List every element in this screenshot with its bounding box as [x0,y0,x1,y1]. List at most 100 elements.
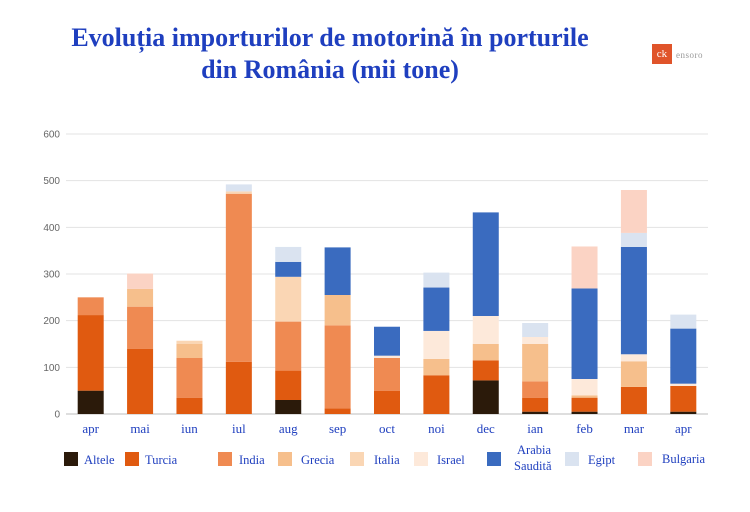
bar-segment [670,386,697,412]
x-tick-label: iun [181,421,198,436]
bar-segment [324,408,351,414]
bar-segment [522,411,549,414]
chart-title-line1: Evoluția importurilor de motorină în por… [71,23,589,52]
bar-segment [670,314,697,329]
legend-label-egipt: Egipt [588,453,616,467]
chart-title-line2: din România (mii tone) [201,55,459,84]
y-axis-ticks: 0 100 200 300 400 500 600 [43,130,60,421]
x-tick-label: aug [279,421,298,436]
bar-segment [620,361,647,387]
legend: Altele Turcia India Grecia Italia Israel… [64,443,705,473]
x-tick-label: sep [329,421,346,436]
legend-label-turcia: Turcia [145,453,178,467]
legend-swatch-israel [414,452,428,466]
bar-segment [77,297,104,316]
bar-segment [127,306,154,349]
bar-segment [571,288,598,379]
logo-mark: ck [652,44,672,64]
x-tick-label: apr [675,421,692,436]
bar-segment [472,344,499,361]
bar-segment [522,381,549,398]
legend-label-grecia: Grecia [301,453,335,467]
y-tick-label: 500 [43,176,60,187]
bar-segment [176,344,203,358]
bar-segment [374,355,400,358]
bar-segment [571,246,598,289]
bar-segment [225,361,252,414]
legend-swatch-grecia [278,452,292,466]
bar-segment [127,273,154,289]
bar-segment [423,375,450,414]
bar-segment [176,340,203,344]
legend-swatch-india [218,452,232,466]
bar-segment [522,337,549,344]
bar-segment [472,212,499,316]
bar-segment [620,386,647,414]
x-tick-label: ian [527,421,543,436]
x-axis-ticks: apr mai iun iul aug sep oct noi dec ian feb mar apr [82,421,692,436]
y-tick-label: 0 [54,410,60,421]
y-tick-label: 600 [43,130,60,141]
legend-label-altele: Altele [84,453,115,467]
bar-segment [620,232,647,247]
bar-segment [522,397,549,412]
bar-segment [472,360,499,381]
bar-segment [275,400,302,414]
legend-label-arabia-line1: Arabia [517,443,551,457]
bar-segment [176,358,203,398]
bar-segment [571,379,598,396]
bar-segment [522,323,549,337]
bar-segment [423,272,450,288]
legend-label-india: India [239,453,265,467]
bar-segment [77,315,104,391]
legend-swatch-arabia-saudita [487,452,501,466]
bar-segment [620,190,647,233]
bar-segment [670,411,697,414]
y-tick-label: 300 [43,270,60,281]
bar-segment [275,246,302,262]
bar-segment [275,276,302,322]
bar-segment [225,184,252,192]
bar-segment [324,247,351,295]
bar-segment [225,193,252,362]
x-tick-label: feb [576,421,593,436]
bar-segment [472,316,499,344]
bar-segment [620,246,647,355]
bar-segment [670,328,697,384]
x-tick-label: apr [82,421,99,436]
bar-segment [571,411,598,414]
bar-segment [176,397,203,414]
y-tick-label: 100 [43,363,60,374]
x-tick-label: oct [379,421,395,436]
x-tick-label: iul [232,421,246,436]
legend-label-israel: Israel [437,453,465,467]
bar-segment [571,395,598,398]
x-tick-label: mai [130,421,150,436]
bar-segment [225,191,252,194]
bar-segment [522,344,549,382]
bar-segment [127,348,154,414]
legend-swatch-bulgaria [638,452,652,466]
bar-segment [275,370,302,400]
bar-segment [423,287,450,331]
bar-segment [423,358,450,376]
x-tick-label: dec [477,421,495,436]
bar-segment [423,330,450,359]
legend-label-arabia-line2: Saudită [514,459,552,473]
y-tick-label: 200 [43,316,60,327]
bar-segment [275,261,302,277]
legend-label-bulgaria: Bulgaria [662,452,705,466]
bar-segment [77,390,104,414]
bar-segment [275,321,302,371]
x-tick-label: noi [428,421,445,436]
legend-swatch-italia [350,452,364,466]
legend-swatch-turcia [125,452,139,466]
x-tick-label: mar [624,421,645,436]
chart-title: Evoluția importurilor de motorină în por… [0,22,660,86]
legend-swatch-altele [64,452,78,466]
bar-segment [324,295,351,326]
bar-segment [472,380,499,414]
legend-swatch-egipt [565,452,579,466]
bar-segment [620,354,647,362]
